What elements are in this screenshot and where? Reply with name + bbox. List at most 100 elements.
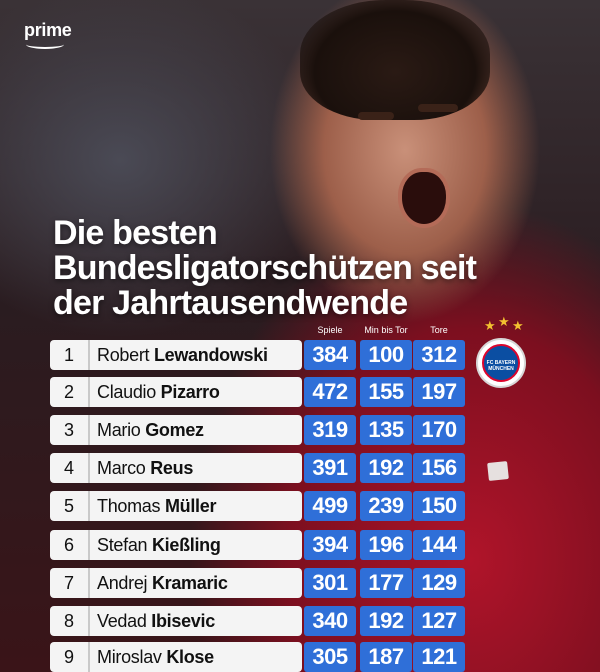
first-name: Marco: [97, 457, 146, 478]
games-value: 301: [304, 568, 356, 598]
player-photo-mouth: [402, 172, 446, 224]
goals-value: 197: [413, 377, 465, 407]
prime-logo: prime: [24, 20, 72, 40]
first-name: Mario: [97, 419, 141, 440]
column-header-games: Spiele: [317, 325, 343, 335]
name-cell: 1 Robert Lewandowski: [50, 340, 302, 370]
name-cell: 6 Stefan Kießling: [50, 530, 302, 560]
player-name: Andrej Kramaric: [90, 573, 228, 594]
games-value: 305: [304, 642, 356, 672]
name-cell: 8 Vedad Ibisevic: [50, 606, 302, 636]
player-name: Stefan Kießling: [90, 535, 221, 556]
last-name: Kießling: [151, 534, 221, 555]
rank: 7: [63, 572, 74, 593]
rank: 6: [63, 534, 74, 555]
rank: 8: [63, 610, 74, 631]
last-name: Reus: [150, 457, 194, 478]
rank: 5: [63, 495, 74, 516]
divider: [88, 606, 90, 636]
player-photo-brow-left: [358, 112, 394, 120]
min-per-goal-value: 239: [360, 491, 412, 521]
games-value: 499: [304, 491, 356, 521]
divider: [88, 491, 90, 521]
name-cell: 9 Miroslav Klose: [50, 642, 302, 672]
headline-line-3: der Jahrtausendwende: [53, 284, 408, 322]
name-cell: 7 Andrej Kramaric: [50, 568, 302, 598]
divider: [88, 340, 90, 370]
divider: [88, 415, 90, 445]
goals-value: 129: [413, 568, 465, 598]
min-per-goal-value: 155: [360, 377, 412, 407]
divider: [88, 530, 90, 560]
star-icon: ★: [484, 318, 496, 333]
min-per-goal-value: 192: [360, 453, 412, 483]
divider: [88, 377, 90, 407]
name-cell: 2 Claudio Pizarro: [50, 377, 302, 407]
rank: 1: [63, 344, 74, 365]
min-per-goal-value: 192: [360, 606, 412, 636]
goals-value: 144: [413, 530, 465, 560]
goals-value: 121: [413, 642, 465, 672]
player-name: Vedad Ibisevic: [90, 611, 215, 632]
headline-line-2: Bundesligatorschützen seit: [53, 249, 477, 287]
first-name: Stefan: [97, 534, 148, 555]
jersey-patch: [487, 461, 509, 481]
first-name: Robert: [97, 344, 150, 365]
first-name: Miroslav: [97, 646, 162, 667]
name-cell: 3 Mario Gomez: [50, 415, 302, 445]
first-name: Claudio: [97, 381, 156, 402]
rank: 9: [63, 646, 74, 667]
divider: [88, 453, 90, 483]
rank: 2: [63, 381, 74, 402]
player-name: Miroslav Klose: [90, 647, 214, 668]
player-photo-brow-right: [418, 104, 458, 112]
first-name: Vedad: [97, 610, 147, 631]
name-cell: 5 Thomas Müller: [50, 491, 302, 521]
last-name: Kramaric: [151, 572, 228, 593]
star-icon: ★: [512, 318, 524, 333]
divider: [88, 568, 90, 598]
games-value: 472: [304, 377, 356, 407]
last-name: Pizarro: [160, 381, 220, 402]
star-icon: ★: [498, 314, 510, 329]
min-per-goal-value: 100: [360, 340, 412, 370]
club-crest-text: FC BAYERN MÜNCHEN: [486, 360, 516, 372]
player-name: Claudio Pizarro: [90, 382, 220, 403]
name-cell: 4 Marco Reus: [50, 453, 302, 483]
player-name: Robert Lewandowski: [90, 345, 268, 366]
headline-line-1: Die besten: [53, 214, 218, 252]
goals-value: 150: [413, 491, 465, 521]
column-header-goals: Tore: [430, 325, 448, 335]
club-crest-inner: FC BAYERN MÜNCHEN: [482, 344, 520, 382]
column-header-min-per-goal: Min bis Tor: [364, 325, 408, 335]
goals-value: 127: [413, 606, 465, 636]
prime-smile-icon: [26, 40, 64, 49]
divider: [88, 642, 90, 672]
min-per-goal-value: 135: [360, 415, 412, 445]
min-per-goal-value: 177: [360, 568, 412, 598]
player-photo-hair: [300, 0, 490, 120]
goals-value: 156: [413, 453, 465, 483]
games-value: 394: [304, 530, 356, 560]
first-name: Andrej: [97, 572, 148, 593]
goals-value: 312: [413, 340, 465, 370]
first-name: Thomas: [97, 495, 161, 516]
games-value: 384: [304, 340, 356, 370]
player-name: Mario Gomez: [90, 420, 204, 441]
player-name: Thomas Müller: [90, 496, 216, 517]
last-name: Gomez: [145, 419, 204, 440]
rank: 4: [63, 457, 74, 478]
headline: Die besten Bundesligatorschützen seit de…: [53, 214, 477, 322]
games-value: 340: [304, 606, 356, 636]
club-crest-icon: FC BAYERN MÜNCHEN: [476, 338, 526, 388]
goals-value: 170: [413, 415, 465, 445]
last-name: Ibisevic: [151, 610, 215, 631]
games-value: 391: [304, 453, 356, 483]
rank: 3: [63, 419, 74, 440]
games-value: 319: [304, 415, 356, 445]
last-name: Klose: [166, 646, 214, 667]
last-name: Lewandowski: [153, 344, 268, 365]
min-per-goal-value: 196: [360, 530, 412, 560]
player-name: Marco Reus: [90, 458, 193, 479]
